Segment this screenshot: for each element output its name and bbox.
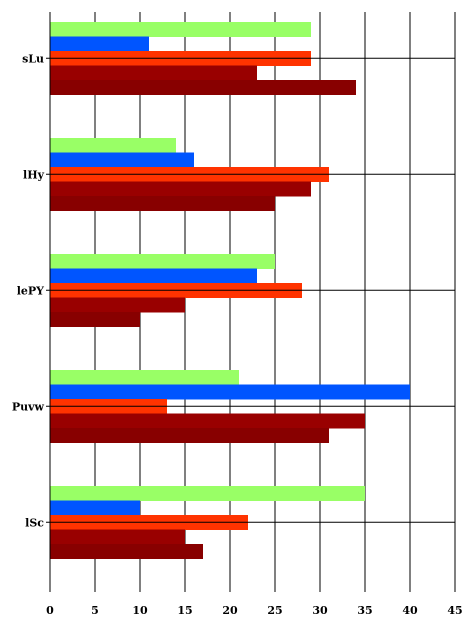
bar-lePY-5 <box>50 312 140 327</box>
bar-Puvw-1 <box>50 370 239 385</box>
bar-lSc-5 <box>50 544 203 559</box>
x-tick-label-35: 35 <box>357 604 372 617</box>
x-tick-label-40: 40 <box>402 604 418 617</box>
bar-lSc-4 <box>50 529 185 545</box>
category-label-Puvw: Puvw <box>12 400 45 413</box>
x-tick-labels: 0 5 10 15 20 25 30 35 40 45 <box>46 604 462 617</box>
x-tick-label-0: 0 <box>46 604 54 617</box>
x-tick-label-25: 25 <box>267 604 282 617</box>
bar-Puvw-2 <box>50 384 410 400</box>
category-label-sLu: sLu <box>22 52 44 65</box>
x-tick-label-30: 30 <box>312 604 328 617</box>
bar-Puvw-5 <box>50 428 329 443</box>
bar-sLu-4 <box>50 65 257 81</box>
bar-lePY-4 <box>50 297 185 313</box>
category-label-lSc: lSc <box>25 516 44 529</box>
category-lines <box>46 57 455 523</box>
x-tick-label-45: 45 <box>447 604 462 617</box>
grid-lines <box>94 12 456 592</box>
bar-lHy-5 <box>50 196 275 211</box>
bar-sLu-1 <box>50 22 311 37</box>
bar-sLu-2 <box>50 36 149 52</box>
bar-sLu-5 <box>50 80 356 95</box>
bar-lHy-4 <box>50 181 311 197</box>
bar-lSc-1 <box>50 486 365 501</box>
bar-lHy-2 <box>50 152 194 168</box>
bar-lePY-1 <box>50 254 275 269</box>
category-labels: sLu lHy lePY Puvw lSc <box>12 52 45 529</box>
bar-lSc-2 <box>50 500 140 516</box>
bar-lHy-1 <box>50 138 176 153</box>
category-label-lHy: lHy <box>23 168 45 181</box>
category-label-lePY: lePY <box>17 284 44 297</box>
x-tick-label-15: 15 <box>177 604 192 617</box>
x-tick-label-5: 5 <box>91 604 99 617</box>
x-tick-label-20: 20 <box>222 604 238 617</box>
bar-Puvw-4 <box>50 413 365 429</box>
bar-lePY-2 <box>50 268 257 284</box>
x-tick-label-10: 10 <box>132 604 148 617</box>
